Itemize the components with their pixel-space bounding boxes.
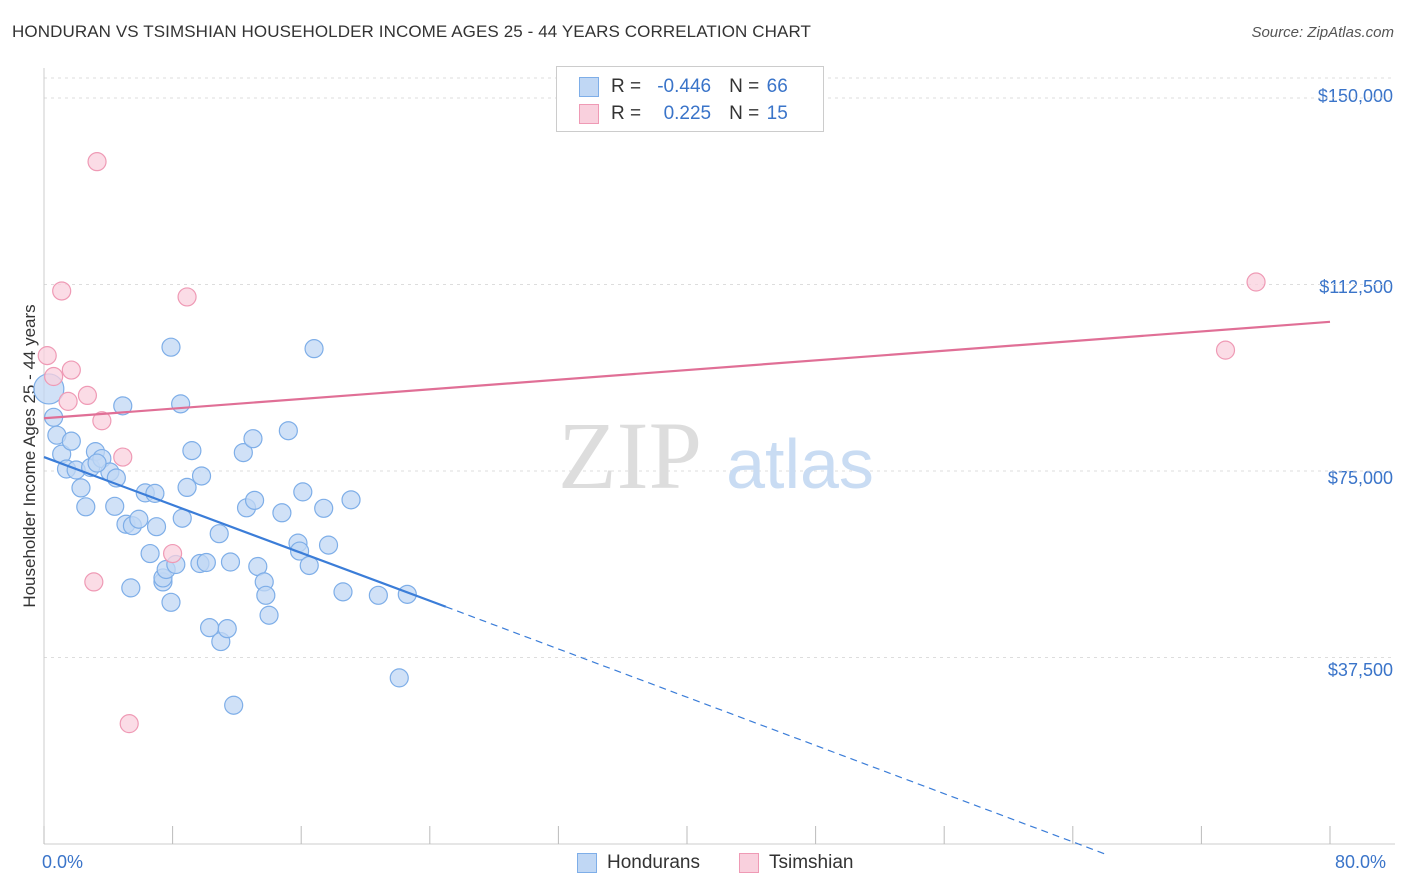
data-point-hondurans bbox=[389, 668, 409, 688]
legend-row-hondurans: R = -0.446 N = 66 bbox=[579, 74, 795, 100]
trend-line-hondurans bbox=[43, 456, 447, 608]
data-point-hondurans bbox=[341, 490, 361, 510]
data-point-hondurans bbox=[224, 695, 244, 715]
data-point-tsimshian bbox=[113, 447, 133, 467]
x-tick-label: 80.0% bbox=[1335, 852, 1387, 872]
data-point-hondurans bbox=[272, 503, 292, 523]
watermark-zip: ZIP bbox=[558, 402, 702, 509]
data-point-tsimshian bbox=[37, 346, 57, 366]
legend-swatch-tsimshian bbox=[739, 853, 759, 873]
legend-n-label: N = bbox=[729, 103, 760, 124]
data-point-tsimshian bbox=[58, 391, 78, 411]
data-point-hondurans bbox=[278, 421, 298, 441]
data-point-hondurans bbox=[333, 582, 353, 602]
chart-title: HONDURAN VS TSIMSHIAN HOUSEHOLDER INCOME… bbox=[12, 22, 811, 41]
legend-n-label: N = bbox=[729, 76, 760, 97]
data-point-hondurans bbox=[191, 466, 212, 486]
legend-r-value: 0.225 bbox=[663, 103, 712, 124]
data-point-tsimshian bbox=[177, 287, 197, 307]
legend-label-hondurans: Hondurans bbox=[607, 852, 700, 873]
data-point-hondurans bbox=[314, 498, 334, 518]
data-point-hondurans bbox=[256, 585, 276, 605]
data-point-hondurans bbox=[289, 541, 310, 561]
data-point-hondurans bbox=[243, 429, 263, 449]
data-point-hondurans bbox=[61, 431, 81, 451]
data-point-hondurans bbox=[71, 478, 91, 498]
data-point-tsimshian bbox=[84, 572, 104, 592]
data-point-hondurans bbox=[146, 517, 167, 537]
data-point-tsimshian bbox=[44, 366, 64, 387]
data-point-tsimshian bbox=[77, 385, 98, 406]
data-point-hondurans bbox=[293, 482, 313, 502]
watermark-atlas: atlas bbox=[726, 425, 874, 503]
legend-swatch-hondurans bbox=[579, 77, 599, 97]
data-point-tsimshian bbox=[119, 714, 139, 734]
legend-r-label: R = bbox=[611, 76, 642, 97]
data-point-tsimshian bbox=[163, 543, 183, 564]
data-point-hondurans bbox=[161, 592, 181, 612]
data-point-tsimshian bbox=[87, 152, 107, 172]
legend-n-value: 66 bbox=[766, 76, 788, 97]
data-point-hondurans bbox=[182, 441, 202, 461]
data-point-hondurans bbox=[259, 605, 279, 625]
legend-swatch-tsimshian bbox=[579, 104, 599, 124]
legend-swatch-hondurans bbox=[577, 853, 597, 873]
y-tick-label: $75,000 bbox=[1327, 468, 1393, 488]
data-point-hondurans bbox=[129, 509, 149, 529]
data-point-tsimshian bbox=[52, 281, 72, 301]
source-label: Source: ZipAtlas.com bbox=[1251, 24, 1394, 41]
legend-r-label: R = bbox=[611, 103, 642, 124]
data-point-hondurans bbox=[121, 578, 141, 598]
data-point-hondurans bbox=[196, 552, 216, 573]
data-point-hondurans bbox=[318, 535, 339, 555]
y-tick-label: $37,500 bbox=[1327, 660, 1393, 680]
legend-item-hondurans: Hondurans bbox=[577, 852, 700, 874]
data-point-tsimshian bbox=[92, 411, 112, 431]
trend-line-extension-hondurans bbox=[445, 606, 1106, 855]
data-point-tsimshian bbox=[1246, 272, 1266, 292]
correlation-legend: R = -0.446 N = 66 R = 0.225 N = 15 bbox=[556, 66, 824, 132]
data-point-hondurans bbox=[209, 524, 229, 544]
data-point-hondurans bbox=[87, 453, 107, 473]
data-point-tsimshian bbox=[61, 360, 81, 380]
legend-n-value: 15 bbox=[766, 103, 788, 124]
data-point-hondurans bbox=[161, 337, 181, 357]
data-point-hondurans bbox=[171, 394, 191, 414]
data-point-hondurans bbox=[217, 619, 237, 639]
legend-label-tsimshian: Tsimshian bbox=[769, 852, 854, 873]
y-tick-label: $112,500 bbox=[1319, 277, 1393, 297]
legend-item-tsimshian: Tsimshian bbox=[739, 852, 853, 874]
data-point-hondurans bbox=[304, 339, 324, 359]
data-point-hondurans bbox=[220, 552, 241, 572]
data-point-hondurans bbox=[140, 543, 160, 564]
data-point-hondurans bbox=[76, 497, 96, 517]
data-point-hondurans bbox=[244, 490, 265, 510]
data-point-hondurans bbox=[177, 477, 197, 498]
x-tick-label: 0.0% bbox=[42, 852, 84, 872]
data-point-hondurans bbox=[113, 396, 133, 416]
data-point-tsimshian bbox=[1215, 340, 1236, 360]
data-point-hondurans bbox=[105, 496, 125, 516]
data-point-hondurans bbox=[233, 442, 253, 463]
data-point-hondurans bbox=[368, 585, 388, 605]
trend-line-tsimshian bbox=[43, 320, 1331, 420]
y-tick-label: $150,000 bbox=[1317, 86, 1393, 106]
legend-r-value: -0.446 bbox=[657, 76, 712, 97]
legend-row-tsimshian: R = 0.225 N = 15 bbox=[579, 101, 795, 127]
